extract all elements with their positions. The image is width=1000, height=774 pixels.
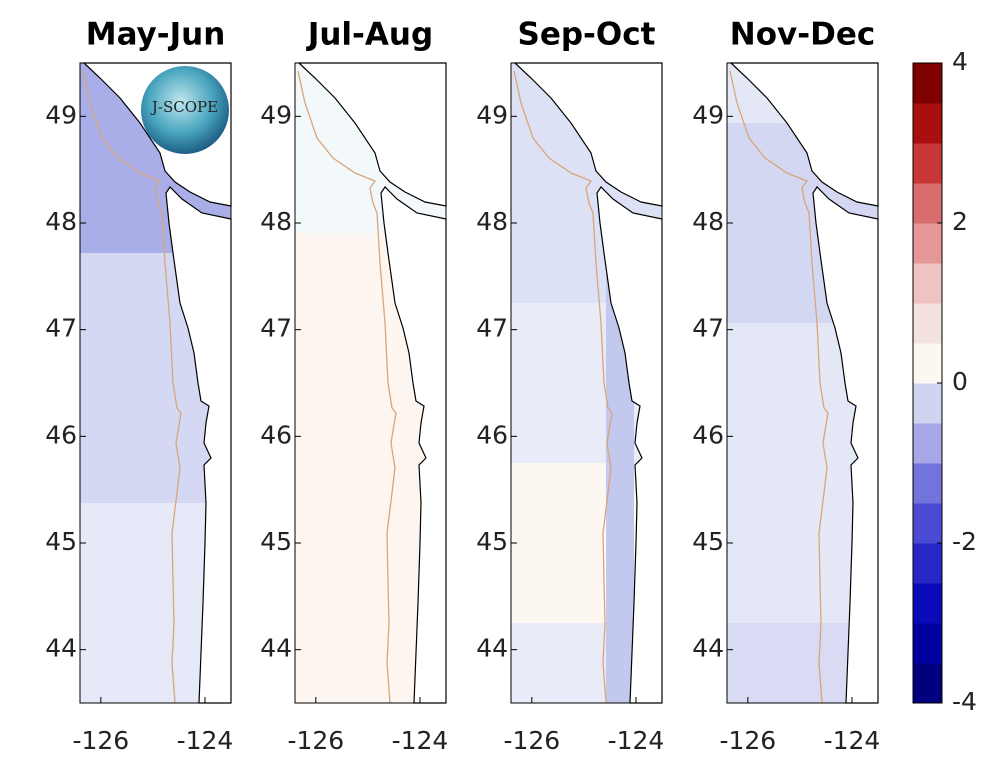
colorbar-level: [913, 63, 942, 104]
x-tick-label: -124: [608, 726, 665, 755]
colorbar-level: [913, 543, 942, 584]
colorbar-level: [913, 223, 942, 264]
y-tick-label: 46: [260, 420, 292, 449]
y-tick-label: 48: [692, 207, 724, 236]
y-tick-label: 48: [45, 207, 77, 236]
y-tick-label: 47: [45, 314, 77, 343]
land: [812, 186, 879, 704]
land: [165, 186, 232, 704]
isobath: [513, 70, 613, 704]
colorbar-level: [913, 663, 942, 704]
panel-title: Jul-Aug: [306, 17, 433, 53]
colorbar-tick-label: 2: [952, 207, 968, 236]
isobath: [297, 70, 397, 704]
colorbar-tick-label: 4: [952, 47, 968, 76]
axes-frame: [79, 62, 232, 704]
colorbar-level: [913, 183, 942, 224]
colorbar-level: [913, 343, 942, 384]
x-tick-label: -126: [503, 726, 560, 755]
colorbar-level: [913, 463, 942, 504]
colorbar-tick-label: -2: [952, 527, 977, 556]
map-panel: [294, 62, 447, 704]
y-tick-label: 49: [692, 100, 724, 129]
y-tick-label: 47: [476, 314, 508, 343]
colorbar-level: [913, 623, 942, 664]
colorbar-level: [913, 423, 942, 464]
colorbar-level: [913, 583, 942, 624]
y-tick-label: 46: [45, 420, 77, 449]
axes-frame: [510, 62, 663, 704]
y-tick-label: 47: [260, 314, 292, 343]
y-tick-label: 44: [45, 634, 77, 663]
panel-title: Sep-Oct: [518, 17, 656, 53]
colorbar-level: [913, 263, 942, 304]
panel-title: May-Jun: [86, 17, 226, 53]
colorbar-level: [913, 383, 942, 424]
y-tick-label: 44: [692, 634, 724, 663]
land: [380, 186, 447, 704]
colorbar-tick-label: -4: [952, 687, 977, 716]
y-tick-label: 45: [45, 527, 77, 556]
y-tick-label: 49: [45, 100, 77, 129]
colorbar-tick-label: 0: [952, 367, 968, 396]
y-tick-label: 45: [476, 527, 508, 556]
colorbar-level: [913, 103, 942, 144]
y-tick-label: 48: [476, 207, 508, 236]
panel-title: Nov-Dec: [730, 17, 875, 53]
colorbar-level: [913, 143, 942, 184]
axes-frame: [294, 62, 447, 704]
x-tick-label: -124: [392, 726, 449, 755]
y-tick-label: 47: [692, 314, 724, 343]
x-tick-label: -126: [719, 726, 776, 755]
y-tick-label: 45: [692, 527, 724, 556]
isobath: [82, 70, 182, 704]
map-panel: [510, 62, 663, 704]
colorbar-level: [913, 303, 942, 344]
y-tick-label: 46: [476, 420, 508, 449]
y-tick-label: 48: [260, 207, 292, 236]
map-panel: [79, 62, 232, 704]
y-tick-label: 44: [476, 634, 508, 663]
land: [596, 186, 663, 704]
x-tick-label: -126: [287, 726, 344, 755]
logo-text: J-SCOPE: [150, 98, 218, 116]
y-tick-label: 44: [260, 634, 292, 663]
y-tick-label: 46: [692, 420, 724, 449]
y-tick-label: 45: [260, 527, 292, 556]
logo: [141, 66, 229, 154]
map-panel: [726, 62, 879, 704]
x-tick-label: -124: [824, 726, 881, 755]
y-tick-label: 49: [260, 100, 292, 129]
isobath: [729, 70, 829, 704]
colorbar-level: [913, 503, 942, 544]
x-tick-label: -124: [177, 726, 234, 755]
x-tick-label: -126: [72, 726, 129, 755]
axes-frame: [726, 62, 879, 704]
y-tick-label: 49: [476, 100, 508, 129]
